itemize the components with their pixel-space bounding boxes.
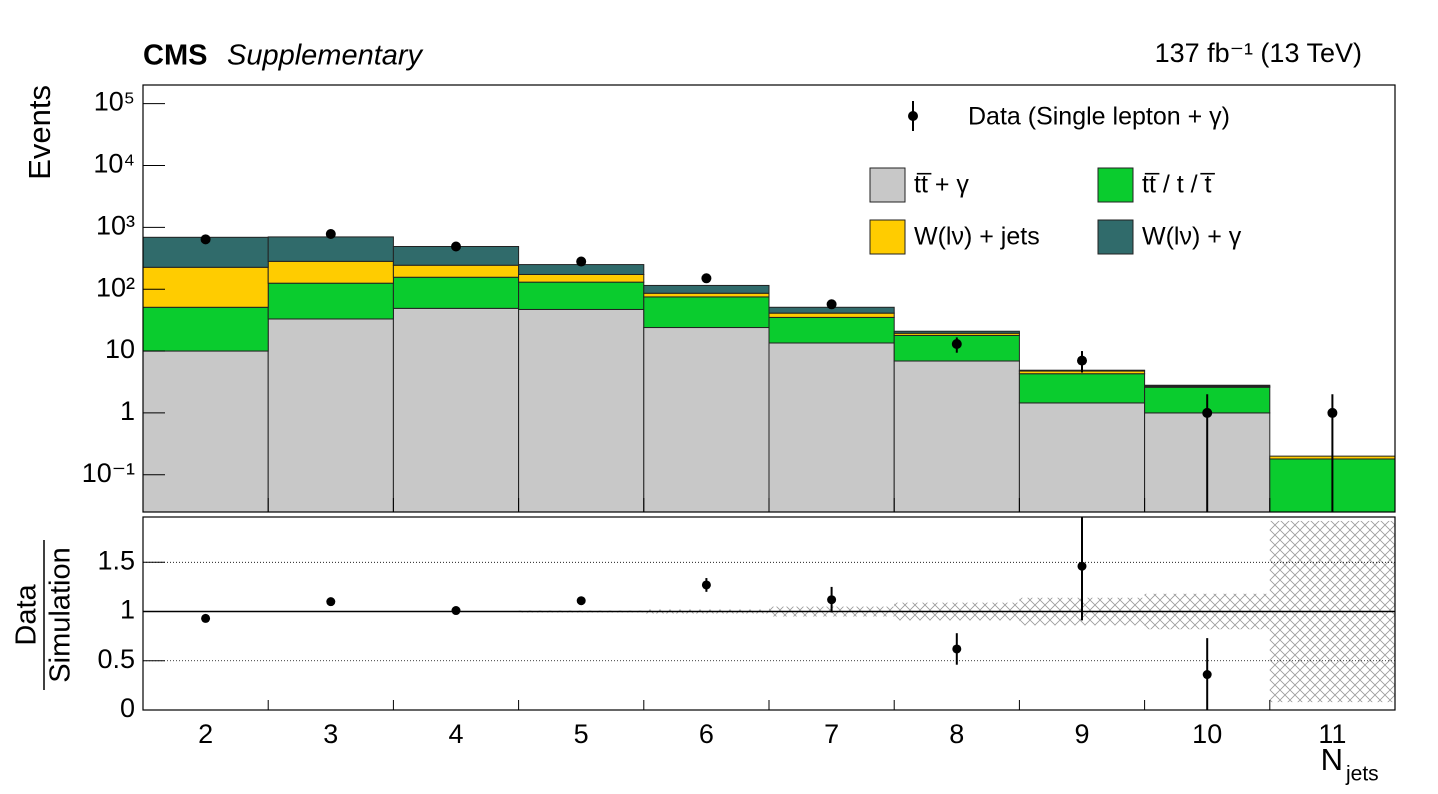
ratio-point: [1202, 670, 1212, 680]
stack-segment: [518, 281, 645, 310]
stack-segment: [142, 306, 269, 352]
x-tick-label: 7: [824, 719, 839, 749]
lumi-label: 137 fb⁻¹ (13 TeV): [1155, 38, 1362, 68]
legend-swatch: [869, 219, 906, 255]
stack-segment: [1018, 402, 1146, 513]
ratio-point: [576, 596, 586, 606]
stack-segment: [392, 307, 520, 513]
stack-segment: [392, 264, 520, 278]
legend-data-marker: [908, 111, 918, 121]
y-tick-label: 10⁻¹: [82, 458, 135, 488]
x-tick-label: 4: [448, 719, 463, 749]
x-axis-label-subscript: jets: [1345, 763, 1379, 786]
stack-segment: [267, 236, 394, 262]
stack-segment: [267, 260, 394, 284]
y-tick-label: 10³: [96, 210, 135, 240]
y-tick-label: 0.5: [97, 644, 135, 674]
stack-segment: [643, 327, 770, 513]
chart-subtitle: Supplementary: [227, 40, 424, 72]
data-point: [576, 256, 587, 267]
chart-title: CMS: [143, 40, 207, 72]
y-tick-label: 1.5: [97, 545, 135, 575]
data-point: [1202, 407, 1213, 418]
ratio-point: [827, 595, 837, 605]
stack-segment: [142, 266, 269, 308]
x-tick-label: 8: [949, 719, 964, 749]
x-axis-label: N: [1321, 742, 1343, 777]
stack-segment: [518, 308, 645, 513]
stack-segment: [768, 342, 895, 513]
data-point: [325, 229, 336, 240]
ratio-point: [326, 597, 336, 607]
y-tick-label: 10: [105, 334, 135, 364]
ratio-denominator-label: Simulation: [45, 547, 77, 682]
stack-segment: [142, 350, 269, 513]
y-tick-label: 0: [120, 693, 135, 723]
data-point: [951, 338, 962, 349]
y-tick-label: 1: [120, 396, 135, 426]
legend-label: W(lν) + jets: [914, 223, 1040, 251]
stack-segment: [643, 296, 770, 329]
y-tick-label: 10²: [96, 272, 135, 302]
ratio-numerator-label: Data: [11, 584, 43, 646]
stack-segment: [768, 312, 895, 318]
legend-label: W(lν) + γ: [1142, 223, 1242, 251]
x-tick-label: 3: [323, 719, 338, 749]
stack-segment: [267, 318, 394, 513]
data-point: [200, 234, 211, 245]
x-tick-label: 5: [574, 719, 589, 749]
stack-segment: [392, 276, 520, 309]
x-tick-label: 9: [1074, 719, 1089, 749]
ratio-point: [701, 580, 711, 590]
ratio-point: [201, 613, 211, 623]
ratio-point: [451, 606, 461, 616]
data-point: [451, 241, 461, 252]
legend-label: tt̅ / t / t̅: [1142, 171, 1216, 199]
stack-segment: [893, 360, 1020, 513]
ratio-point: [952, 644, 962, 654]
stack-segment: [768, 316, 895, 344]
legend-swatch: [869, 167, 906, 203]
stack-segment: [518, 273, 645, 283]
x-tick-label: 11: [1318, 719, 1346, 749]
data-point: [1327, 407, 1338, 418]
y-axis-label: Events: [22, 85, 57, 180]
legend-label: Data (Single lepton + γ): [968, 103, 1230, 131]
x-tick-label: 10: [1192, 719, 1222, 749]
stack-segment: [893, 330, 1020, 334]
x-tick-label: 6: [699, 719, 714, 749]
ratio-point: [1077, 561, 1087, 571]
plot-frame: [142, 516, 1396, 711]
data-point: [701, 273, 712, 284]
stack-segment: [1018, 373, 1146, 404]
legend-swatch: [1097, 167, 1134, 203]
data-point: [1077, 355, 1087, 366]
stack-segment: [267, 282, 394, 320]
x-tick-label: 2: [198, 719, 213, 749]
y-tick-label: 10⁴: [93, 149, 135, 179]
stack-segment: [643, 292, 770, 298]
y-tick-label: 1: [120, 595, 135, 625]
stack-segment: [643, 284, 770, 294]
legend-swatch: [1097, 219, 1134, 255]
y-tick-label: 10⁵: [94, 87, 135, 117]
stack-segment: [1144, 384, 1271, 387]
data-point: [826, 299, 837, 310]
legend-label: tt̅ + γ: [914, 171, 969, 199]
